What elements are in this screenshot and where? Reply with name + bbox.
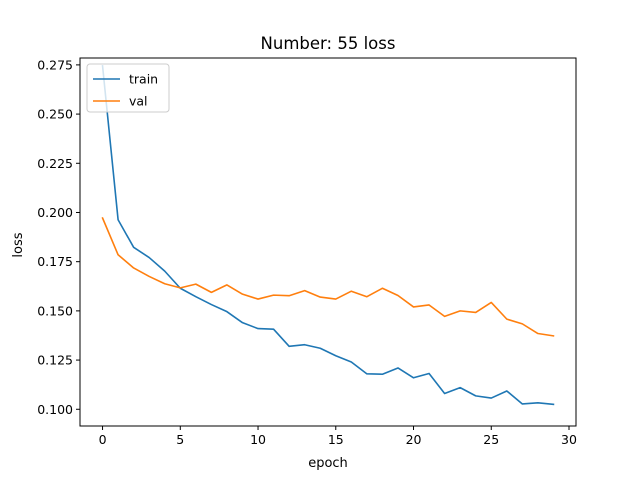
x-axis-label: epoch: [308, 456, 348, 471]
y-tick-label: 0.200: [37, 205, 73, 220]
x-tick-label: 10: [250, 432, 266, 447]
y-tick-label: 0.275: [37, 57, 73, 72]
x-tick-label: 15: [328, 432, 344, 447]
y-tick-label: 0.150: [37, 303, 73, 318]
x-tick-label: 20: [406, 432, 422, 447]
legend-box: [86, 63, 170, 113]
x-tick-label: 5: [176, 432, 184, 447]
chart-title: Number: 55 loss: [261, 34, 396, 53]
y-tick-label: 0.225: [37, 156, 73, 171]
x-tick-label: 0: [99, 432, 107, 447]
y-tick-label: 0.250: [37, 107, 73, 122]
y-axis-label: loss: [11, 232, 26, 257]
axes-frame: [79, 57, 577, 427]
y-tick-label: 0.175: [37, 254, 73, 269]
plot-area: 0 5 10 15 20 25 30 0.100 0.125 0.150 0.175 0.200 0.2…: [37, 57, 577, 447]
y-tick-label: 0.125: [37, 353, 73, 368]
legend-label-train: train: [129, 72, 158, 87]
series-line-train: [101, 64, 555, 406]
series-line-val: [101, 216, 555, 337]
x-tick-label: 25: [483, 432, 499, 447]
y-tick-label: 0.100: [37, 402, 73, 417]
x-tick-label: 30: [561, 432, 577, 447]
legend-label-val: val: [129, 94, 148, 109]
